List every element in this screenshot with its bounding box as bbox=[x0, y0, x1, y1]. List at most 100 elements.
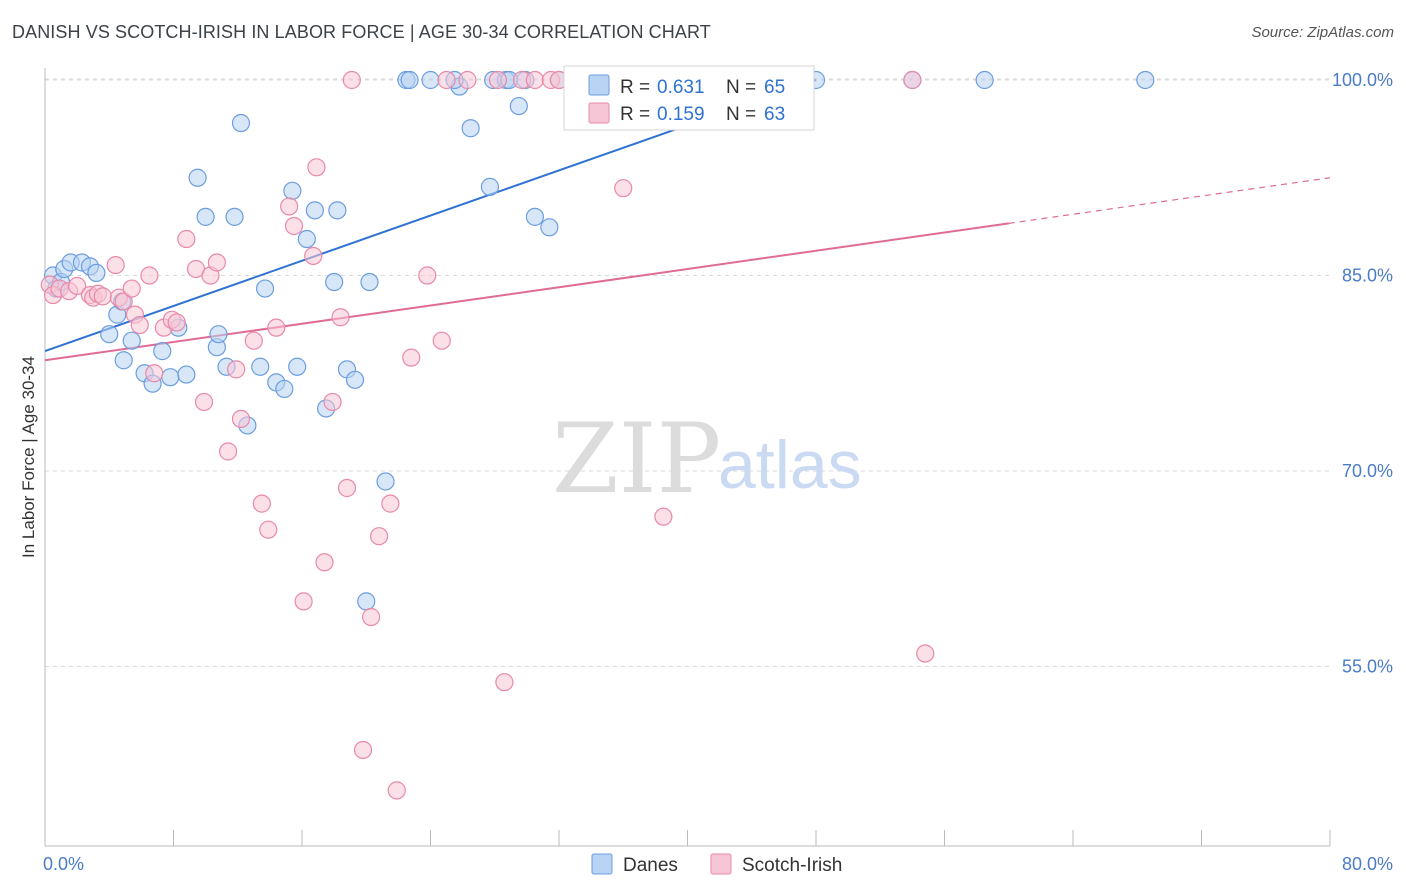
scotch-irish-point bbox=[294, 592, 313, 611]
scotch-irish-point bbox=[614, 179, 633, 198]
danes-point bbox=[345, 370, 365, 389]
x-tick-label: 80.0% bbox=[1342, 854, 1393, 874]
danes-point bbox=[209, 325, 228, 344]
scotch-irish-point bbox=[231, 409, 251, 428]
danes-point bbox=[540, 218, 559, 237]
scotch-irish-point bbox=[488, 70, 508, 90]
danes-point bbox=[225, 207, 244, 226]
scotch-irish-point bbox=[227, 360, 246, 379]
danes-point bbox=[376, 472, 395, 491]
danes-point bbox=[87, 263, 106, 283]
legend-n-label-scotch-irish: N = bbox=[726, 104, 756, 125]
scotch-irish-point bbox=[252, 494, 271, 513]
legend-swatch-danes bbox=[588, 74, 610, 96]
scotch-irish-trend-extension bbox=[1008, 177, 1331, 224]
scotch-irish-point bbox=[323, 392, 342, 412]
scotch-irish-point bbox=[93, 287, 112, 306]
scotch-irish-point bbox=[259, 520, 278, 539]
watermark-zip: ZIP bbox=[552, 403, 721, 515]
legend-r-value-danes: 0.631 bbox=[657, 77, 705, 98]
scotch-irish-point bbox=[387, 781, 406, 800]
danes-point bbox=[480, 177, 500, 196]
scotch-irish-point bbox=[194, 392, 214, 412]
scotch-irish-point bbox=[418, 266, 437, 285]
scotch-irish-point bbox=[207, 253, 226, 272]
scotch-irish-point bbox=[432, 331, 451, 350]
axis-layer: 55.0% 70.0% 85.0% 100.0% 0.0% 80.0% bbox=[43, 68, 1393, 874]
series-legend-swatch-danes bbox=[591, 853, 613, 875]
legend-n-value-scotch-irish: 63 bbox=[764, 104, 785, 125]
scotch-irish-point bbox=[353, 740, 373, 760]
scotch-irish-point bbox=[342, 70, 361, 90]
danes-point bbox=[1136, 70, 1155, 90]
y-tick-label: 55.0% bbox=[1342, 657, 1393, 677]
series-legend: Danes Scotch-Irish bbox=[591, 853, 842, 876]
danes-point bbox=[114, 351, 133, 370]
scotch-irish-point bbox=[177, 229, 196, 249]
danes-point bbox=[328, 201, 347, 220]
source-credit: Source: ZipAtlas.com bbox=[1251, 24, 1394, 41]
scotch-irish-point bbox=[140, 266, 159, 285]
x-tick-label: 0.0% bbox=[43, 854, 84, 874]
point-layer bbox=[40, 70, 1155, 800]
scotch-irish-point bbox=[337, 478, 357, 498]
scotch-irish-point bbox=[68, 276, 87, 296]
danes-point bbox=[360, 272, 379, 292]
danes-point bbox=[975, 70, 994, 90]
scotch-irish-point bbox=[145, 364, 164, 383]
danes-point bbox=[100, 325, 119, 344]
danes-point bbox=[305, 201, 324, 220]
danes-point bbox=[231, 113, 251, 133]
danes-point bbox=[357, 592, 376, 611]
danes-point bbox=[525, 207, 545, 226]
scotch-irish-point bbox=[284, 216, 304, 236]
scotch-irish-point bbox=[437, 70, 456, 90]
scotch-irish-point bbox=[654, 507, 673, 526]
legend-r-value-scotch-irish: 0.159 bbox=[657, 104, 705, 125]
scotch-irish-point bbox=[114, 292, 133, 311]
scotch-irish-trend-line bbox=[44, 222, 1009, 362]
y-tick-label: 70.0% bbox=[1342, 461, 1393, 481]
danes-point bbox=[275, 379, 294, 399]
danes-point bbox=[297, 229, 316, 249]
danes-point bbox=[509, 96, 528, 116]
danes-point bbox=[161, 368, 180, 387]
scotch-irish-point bbox=[525, 70, 545, 90]
series-legend-swatch-scotch-irish bbox=[710, 853, 732, 875]
scotch-irish-point bbox=[370, 527, 389, 546]
danes-point bbox=[177, 365, 196, 384]
danes-point bbox=[188, 168, 207, 187]
scotch-irish-point bbox=[219, 442, 238, 461]
series-legend-label-danes: Danes bbox=[623, 855, 678, 876]
danes-point bbox=[400, 70, 419, 90]
danes-point bbox=[251, 357, 270, 376]
scotch-irish-point bbox=[122, 279, 141, 298]
correlation-legend: R = 0.631 N = 65 R = 0.159 N = 63 bbox=[563, 65, 815, 131]
scotch-irish-point bbox=[130, 315, 149, 335]
danes-point bbox=[283, 181, 302, 200]
danes-point bbox=[421, 70, 440, 90]
legend-n-label-danes: N = bbox=[726, 77, 756, 98]
watermark-atlas: atlas bbox=[718, 427, 862, 503]
scotch-irish-point bbox=[361, 607, 381, 627]
y-tick-label: 85.0% bbox=[1342, 266, 1393, 286]
scotch-irish-point bbox=[167, 313, 186, 332]
scotch-irish-point bbox=[307, 158, 326, 177]
legend-r-label-danes: R = bbox=[620, 77, 650, 98]
series-legend-label-scotch-irish: Scotch-Irish bbox=[742, 855, 842, 876]
legend-swatch-scotch-irish bbox=[588, 102, 610, 124]
danes-point bbox=[122, 331, 141, 350]
danes-point bbox=[255, 279, 275, 298]
scotch-irish-point bbox=[280, 197, 299, 216]
scotch-irish-point bbox=[916, 644, 935, 663]
scotch-irish-point bbox=[402, 348, 421, 367]
chart-title: DANISH VS SCOTCH-IRISH IN LABOR FORCE | … bbox=[12, 22, 711, 42]
danes-point bbox=[288, 357, 307, 376]
scotch-irish-point bbox=[495, 673, 514, 692]
danes-point bbox=[196, 207, 215, 226]
y-tick-label: 100.0% bbox=[1332, 70, 1393, 90]
legend-r-label-scotch-irish: R = bbox=[620, 104, 650, 125]
scotch-irish-point bbox=[903, 70, 922, 90]
danes-point bbox=[153, 342, 172, 361]
